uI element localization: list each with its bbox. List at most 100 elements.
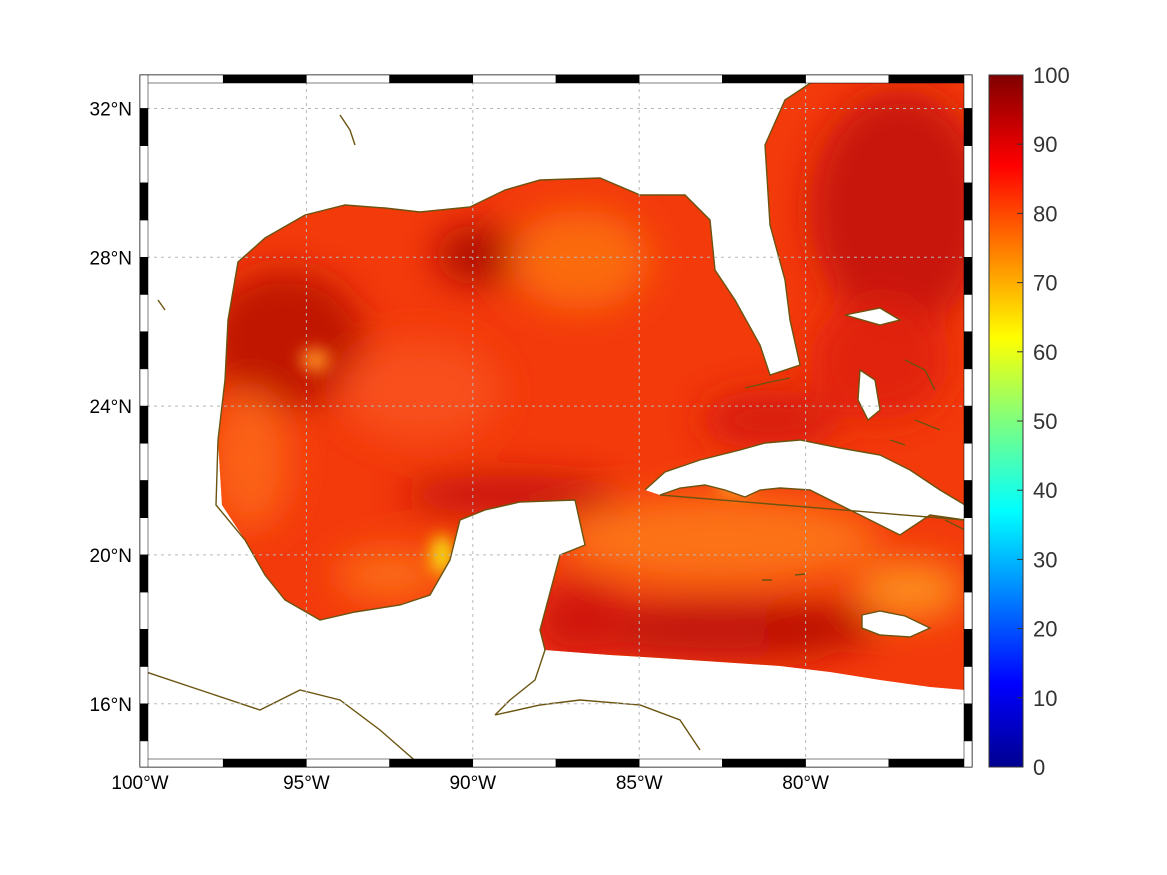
land-cuba [645, 440, 965, 535]
frame-segment-left [139, 517, 149, 556]
frame-segment-right [963, 703, 973, 742]
colorbar-label-1: 90 [1033, 132, 1057, 157]
frame-segment-left [139, 740, 149, 768]
dark-patch-honduras [530, 580, 630, 660]
land-andros [858, 370, 880, 420]
colorbar-label-7: 30 [1033, 547, 1057, 572]
colorbar-label-9: 10 [1033, 686, 1057, 711]
heatmap-field [218, 80, 965, 690]
orange-patch-west [218, 390, 290, 530]
frame-segment-bottom [472, 758, 557, 768]
dark-patch-florida-straits [700, 390, 840, 450]
coast-jamaica [861, 610, 932, 638]
frame-segment-top [722, 74, 806, 84]
y-axis-labels: 32°N 28°N 24°N 20°N 16°N [90, 99, 132, 715]
frame-segment-left [139, 405, 149, 444]
frame-segment-top [389, 74, 474, 84]
frame-segment-top [222, 74, 307, 84]
x-tick-label-3: 85°W [616, 773, 663, 794]
warm-patch-atlantic [810, 90, 965, 330]
coast-bahamas-islands [889, 359, 941, 446]
coast-barrier-islands [157, 114, 356, 311]
frame-segment-left [139, 703, 149, 742]
coastline [148, 82, 965, 760]
orange-patch-central [510, 210, 650, 310]
frame-segment-right [963, 629, 973, 667]
frame-segment-left [139, 74, 149, 109]
frame-segment-top [306, 74, 390, 84]
coast-central-america [494, 699, 701, 751]
frame-segment-left [139, 480, 149, 518]
frame-segment-left [139, 554, 149, 593]
frame-segment-top [805, 74, 890, 84]
frame-segment-right [963, 740, 973, 768]
frame-segment-right [963, 666, 973, 705]
frame-segment-top [472, 74, 557, 84]
frame-segment-left [139, 629, 149, 667]
coast-keys [744, 377, 791, 389]
colorbar-label-2: 80 [1033, 201, 1057, 226]
colorbar-label-6: 40 [1033, 478, 1057, 503]
colorbar-label-4: 60 [1033, 340, 1057, 365]
orange-patch-jamaica-east [855, 560, 965, 620]
frame-segment-bottom [555, 758, 640, 768]
frame-segment-right [963, 74, 973, 109]
orange-patch-mid [340, 340, 500, 440]
coast-pacific [148, 671, 416, 760]
y-tick-label-4: 16°N [90, 695, 132, 716]
coast-cuba [644, 439, 965, 536]
frame-segment-right [963, 368, 973, 407]
frame-segment-left [139, 331, 149, 370]
colorbar-label-10: 0 [1033, 755, 1045, 780]
x-axis-labels: 100°W 95°W 90°W 85°W 80°W [111, 773, 829, 794]
y-tick-label-1: 28°N [90, 248, 132, 269]
dark-band-yucatan [400, 475, 620, 515]
orange-patch-campeche [335, 550, 445, 600]
frame-segment-left [139, 182, 149, 221]
frame-segment-left [139, 666, 149, 705]
x-tick-label-2: 90°W [449, 773, 496, 794]
frame-segment-left [139, 145, 149, 184]
frame-segment-left [139, 257, 149, 295]
coast-grand-bahama [844, 307, 902, 326]
orange-patch-caribbean [560, 495, 880, 585]
frame-segment-left [139, 219, 149, 258]
dark-patch-east-caribbean [760, 605, 880, 645]
frame-segment-right [963, 294, 973, 332]
y-tick-label-2: 24°N [90, 397, 132, 418]
colorbar-label-3: 70 [1033, 271, 1057, 296]
frame-segment-right [963, 443, 973, 481]
coast-cayman [762, 573, 806, 581]
colorbar-label-8: 20 [1033, 617, 1057, 642]
frame-segment-right [963, 331, 973, 370]
warm-patch-louisiana [435, 225, 525, 285]
frame-segment-right [963, 182, 973, 221]
frame-segment-left [139, 443, 149, 481]
frame-segment-top [555, 74, 640, 84]
frame-segment-bottom [306, 758, 390, 768]
frame-segment-left [139, 368, 149, 407]
coast-hispaniola [944, 519, 965, 531]
frame-segment-bottom [389, 758, 474, 768]
frame-segment-right [963, 480, 973, 518]
frame-segment-right [963, 405, 973, 444]
frame-segment-right [963, 554, 973, 593]
frame-segment-bottom [222, 758, 307, 768]
x-tick-label-1: 95°W [283, 773, 330, 794]
coast-gulf-us [217, 82, 814, 441]
warm-patch-texas [218, 270, 365, 410]
frame-segment-top [638, 74, 723, 84]
frame-scale-bar [139, 74, 973, 768]
frame-segment-bottom [805, 758, 890, 768]
frame-segment-right [963, 591, 973, 630]
colorbar-label-5: 50 [1033, 409, 1057, 434]
graticule [140, 75, 972, 767]
frame-segment-bottom [888, 758, 973, 768]
y-tick-label-3: 20°N [90, 546, 132, 567]
colorbar-label-0: 100 [1033, 63, 1070, 88]
orange-spot-texas [300, 348, 330, 372]
frame-segment-bottom [638, 758, 723, 768]
